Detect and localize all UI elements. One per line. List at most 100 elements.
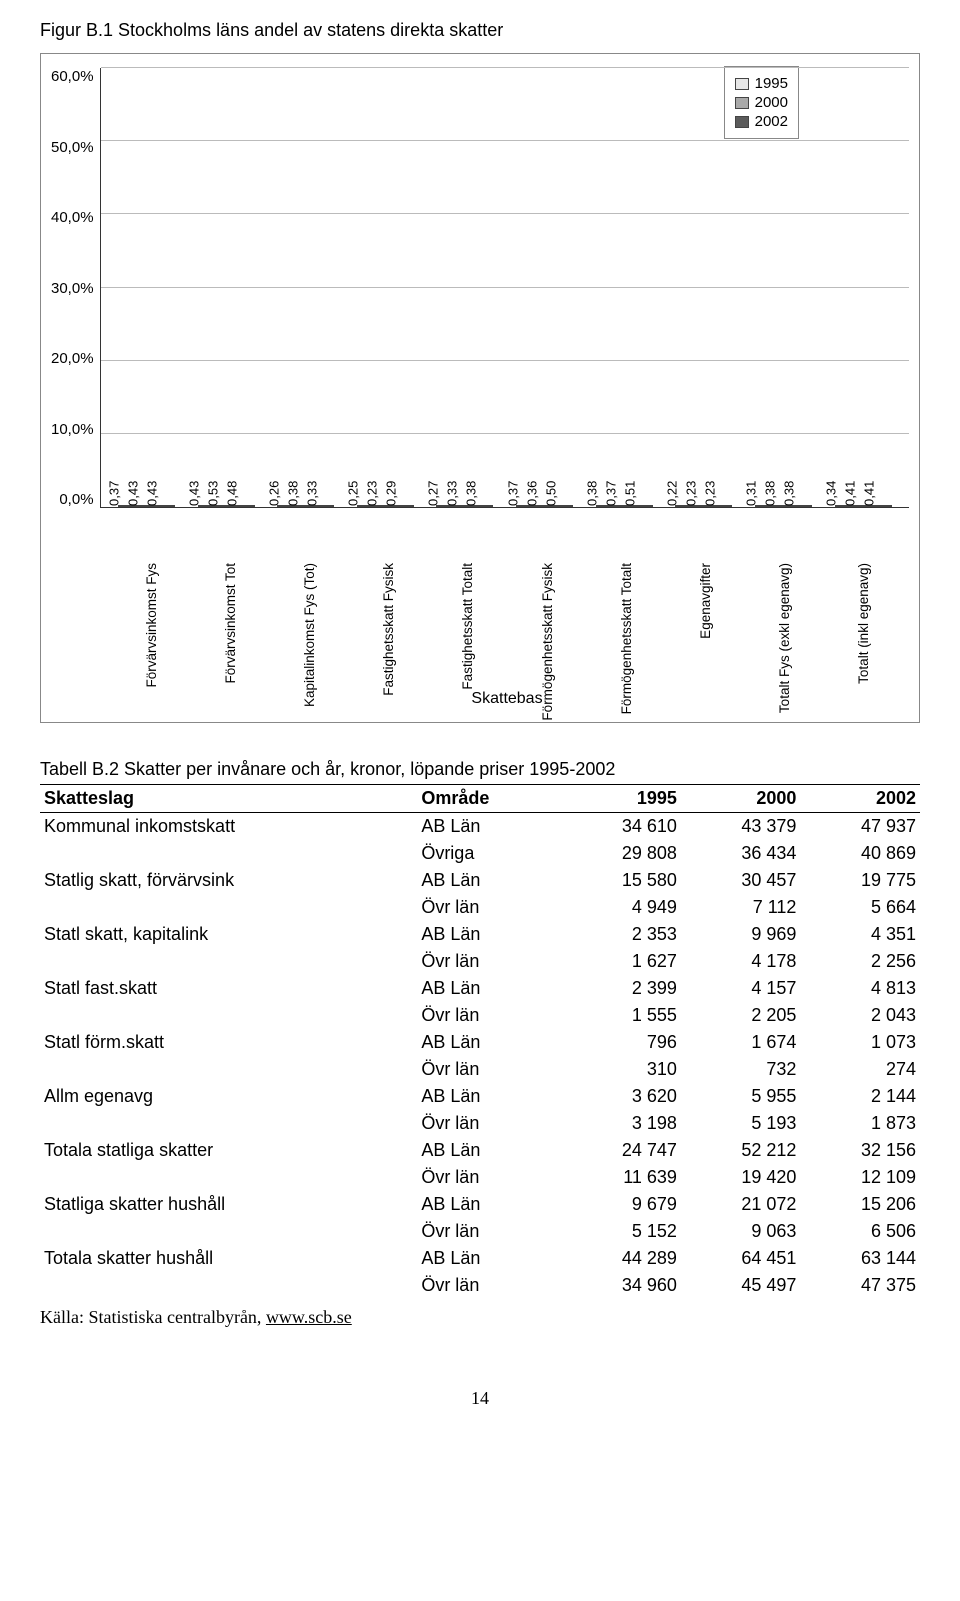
source-line: Källa: Statistiska centralbyrån, www.scb…: [40, 1307, 920, 1328]
gridline: [101, 433, 909, 434]
bar-value-label: 0,25: [346, 481, 363, 506]
table-cell: [40, 948, 417, 975]
table-cell: 9 969: [681, 921, 801, 948]
table-cell: 52 212: [681, 1137, 801, 1164]
table-cell: [40, 1164, 417, 1191]
gridline: [101, 287, 909, 288]
bar-value-label: 0,43: [126, 481, 143, 506]
table-row: Övr län5 1529 0636 506: [40, 1218, 920, 1245]
y-axis: 60,0%50,0%40,0%30,0%20,0%10,0%0,0%: [51, 68, 100, 508]
table-cell: Övr län: [417, 1218, 561, 1245]
table-cell: [40, 1110, 417, 1137]
y-tick-label: 30,0%: [51, 280, 94, 297]
table-cell: 47 937: [800, 813, 920, 841]
table-cell: 9 063: [681, 1218, 801, 1245]
table-cell: 36 434: [681, 840, 801, 867]
table-cell: 34 610: [561, 813, 681, 841]
bar-value-label: 0,37: [604, 481, 621, 506]
table-cell: 1 627: [561, 948, 681, 975]
bar-value-label: 0,43: [145, 481, 162, 506]
bar-value-label: 0,27: [425, 481, 442, 506]
table-cell: 2 353: [561, 921, 681, 948]
table-cell: 1 674: [681, 1029, 801, 1056]
table-cell: 5 152: [561, 1218, 681, 1245]
table-cell: 2 256: [800, 948, 920, 975]
y-tick-label: 20,0%: [51, 350, 94, 367]
bar: 0,38: [474, 505, 493, 507]
gridline: [101, 140, 909, 141]
table-cell: 29 808: [561, 840, 681, 867]
bar-value-label: 0,41: [842, 481, 859, 506]
table-cell: [40, 1056, 417, 1083]
table-row: Övr län4 9497 1125 664: [40, 894, 920, 921]
table-cell: 12 109: [800, 1164, 920, 1191]
table-header-cell: Skatteslag: [40, 785, 417, 813]
bar-value-label: 0,34: [823, 481, 840, 506]
table-row: Övr län1 6274 1782 256: [40, 948, 920, 975]
page-number: 14: [40, 1388, 920, 1409]
table-cell: AB Län: [417, 975, 561, 1002]
table-cell: 9 679: [561, 1191, 681, 1218]
table-cell: AB Län: [417, 1137, 561, 1164]
table-header-cell: 2002: [800, 785, 920, 813]
source-link[interactable]: www.scb.se: [266, 1307, 352, 1327]
table-cell: Statl skatt, kapitalink: [40, 921, 417, 948]
bar-group: 0,340,410,41: [835, 505, 892, 507]
y-tick-label: 10,0%: [51, 421, 94, 438]
bar-value-label: 0,37: [107, 481, 124, 506]
bar: 0,38: [793, 505, 812, 507]
table-row: Övr län3 1985 1931 873: [40, 1110, 920, 1137]
table-cell: 5 193: [681, 1110, 801, 1137]
bar-value-label: 0,38: [285, 481, 302, 506]
bar-value-label: 0,37: [505, 481, 522, 506]
table-cell: 32 156: [800, 1137, 920, 1164]
table-cell: 6 506: [800, 1218, 920, 1245]
table-cell: AB Län: [417, 867, 561, 894]
table-row: Kommunal inkomstskattAB Län34 61043 3794…: [40, 813, 920, 841]
bar-value-label: 0,43: [186, 481, 203, 506]
table-cell: 4 178: [681, 948, 801, 975]
y-tick-label: 50,0%: [51, 139, 94, 156]
table-cell: AB Län: [417, 1029, 561, 1056]
bar-value-label: 0,33: [444, 481, 461, 506]
gridline: [101, 67, 909, 68]
table-cell: Kommunal inkomstskatt: [40, 813, 417, 841]
table-row: Statlig skatt, förvärvsinkAB Län15 58030…: [40, 867, 920, 894]
y-tick-label: 0,0%: [59, 491, 93, 508]
table-cell: 2 399: [561, 975, 681, 1002]
bar-value-label: 0,23: [702, 481, 719, 506]
table-cell: Övr län: [417, 1110, 561, 1137]
bar-group: 0,370,430,43: [118, 505, 175, 507]
table-row: Statliga skatter hushållAB Län9 67921 07…: [40, 1191, 920, 1218]
bar-value-label: 0,38: [782, 481, 799, 506]
table-cell: [40, 1218, 417, 1245]
table-cell: 40 869: [800, 840, 920, 867]
table-cell: 4 949: [561, 894, 681, 921]
table-cell: AB Län: [417, 1083, 561, 1110]
table-row: Statl skatt, kapitalinkAB Län2 3539 9694…: [40, 921, 920, 948]
bar-value-label: 0,26: [266, 481, 283, 506]
table-cell: 4 351: [800, 921, 920, 948]
table-cell: 43 379: [681, 813, 801, 841]
figure-title: Figur B.1 Stockholms läns andel av state…: [40, 20, 920, 41]
bar: 0,51: [634, 505, 653, 507]
table-cell: [40, 1002, 417, 1029]
table-cell: 3 198: [561, 1110, 681, 1137]
table-cell: 732: [681, 1056, 801, 1083]
table-cell: 30 457: [681, 867, 801, 894]
table-row: Övriga29 80836 43440 869: [40, 840, 920, 867]
table-cell: 1 555: [561, 1002, 681, 1029]
table-cell: Övr län: [417, 894, 561, 921]
bar-value-label: 0,33: [304, 481, 321, 506]
table-cell: 2 205: [681, 1002, 801, 1029]
table-cell: Statl fast.skatt: [40, 975, 417, 1002]
table-cell: 4 813: [800, 975, 920, 1002]
bar-value-label: 0,38: [585, 481, 602, 506]
table-cell: Allm egenavg: [40, 1083, 417, 1110]
table-cell: 64 451: [681, 1245, 801, 1272]
bar-value-label: 0,51: [623, 481, 640, 506]
table-cell: 5 955: [681, 1083, 801, 1110]
table-cell: 15 580: [561, 867, 681, 894]
bar-value-label: 0,48: [224, 481, 241, 506]
table-cell: 4 157: [681, 975, 801, 1002]
